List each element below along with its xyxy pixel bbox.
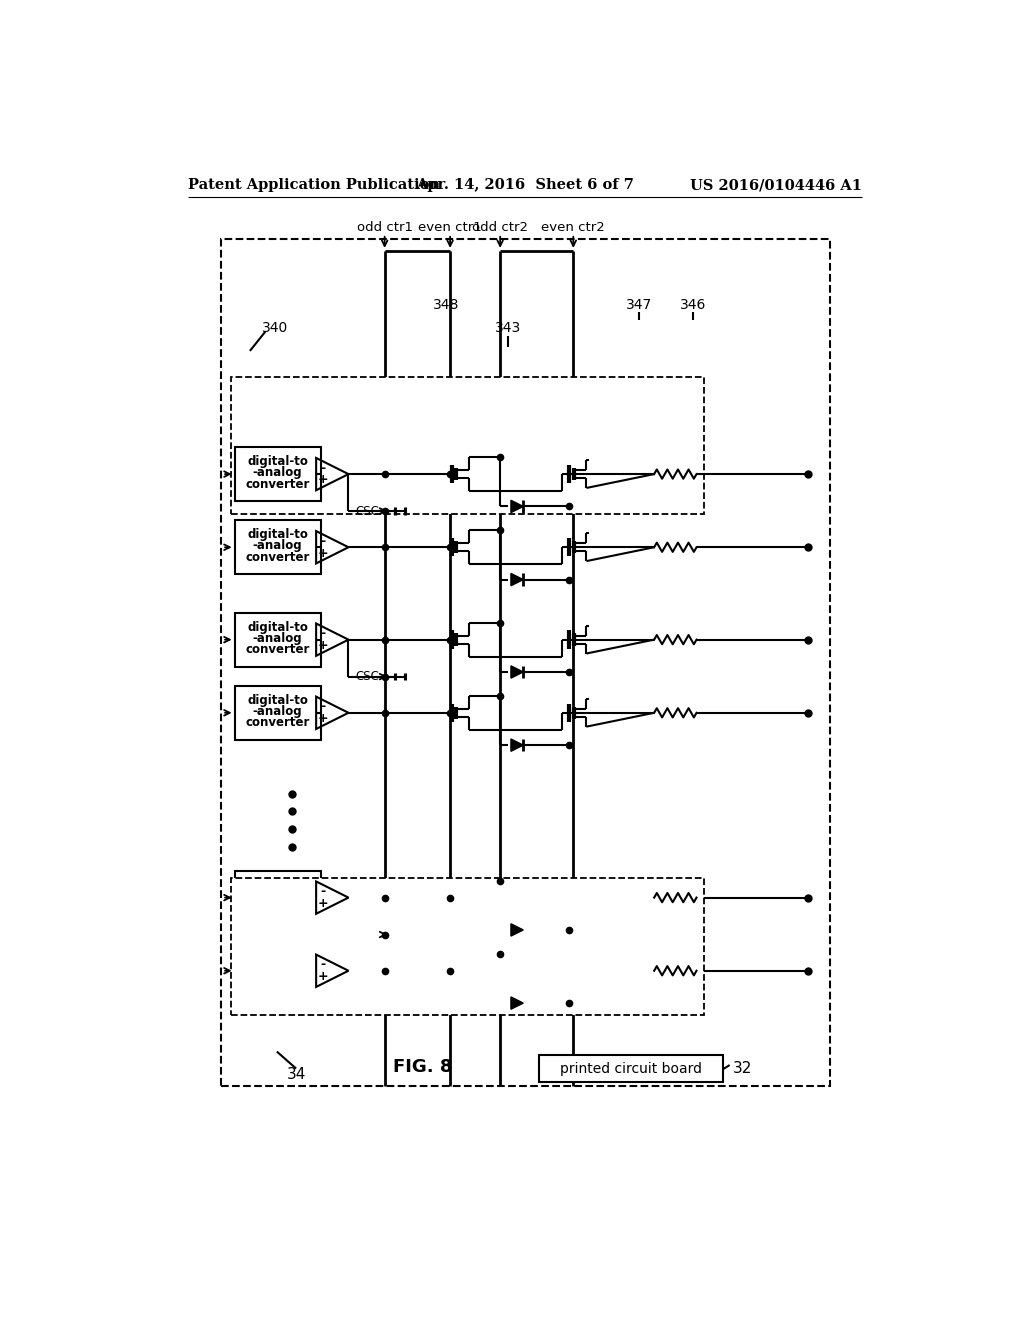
Text: converter: converter	[246, 717, 310, 730]
Text: 340: 340	[261, 321, 288, 335]
Text: digital-to: digital-to	[247, 694, 308, 708]
Text: -analog: -analog	[253, 705, 302, 718]
Text: converter: converter	[246, 478, 310, 491]
Text: -analog: -analog	[253, 631, 302, 644]
Text: CSC: CSC	[355, 671, 379, 684]
Bar	[234, 447, 321, 502]
Text: 32: 32	[733, 1061, 752, 1076]
Bar	[234, 520, 321, 574]
Text: -: -	[321, 701, 326, 714]
Text: +: +	[317, 896, 329, 909]
Text: +: +	[317, 546, 329, 560]
Polygon shape	[511, 924, 523, 936]
Text: digital-to: digital-to	[247, 879, 308, 892]
Text: 346: 346	[680, 298, 706, 312]
Text: +: +	[317, 474, 329, 487]
Bar	[234, 944, 321, 998]
Text: -analog: -analog	[253, 539, 302, 552]
Text: -: -	[321, 462, 326, 475]
Text: even ctr2: even ctr2	[542, 220, 605, 234]
Bar	[234, 612, 321, 667]
Text: +: +	[317, 711, 329, 725]
Polygon shape	[511, 739, 523, 751]
Bar	[230, 378, 705, 515]
Text: -: -	[321, 958, 326, 972]
Polygon shape	[511, 573, 523, 586]
Text: -analog: -analog	[253, 962, 302, 975]
Text: digital-to: digital-to	[247, 455, 308, 469]
Text: -: -	[321, 886, 326, 899]
Text: converter: converter	[246, 643, 310, 656]
Text: converter: converter	[246, 974, 310, 987]
Polygon shape	[511, 997, 523, 1010]
Text: CSC: CSC	[355, 928, 379, 941]
Text: US 2016/0104446 A1: US 2016/0104446 A1	[690, 178, 862, 193]
Text: 348: 348	[433, 298, 460, 312]
Text: CSC: CSC	[355, 504, 379, 517]
Bar	[539, 1056, 724, 1082]
Bar	[234, 871, 321, 924]
Text: Patent Application Publication: Patent Application Publication	[188, 178, 440, 193]
Text: 34: 34	[287, 1067, 306, 1082]
Text: -: -	[321, 535, 326, 548]
Text: odd ctr1: odd ctr1	[356, 220, 413, 234]
Text: 343: 343	[495, 321, 521, 335]
Text: converter: converter	[246, 550, 310, 564]
Text: digital-to: digital-to	[247, 620, 308, 634]
Text: printed circuit board: printed circuit board	[560, 1061, 702, 1076]
Text: digital-to: digital-to	[247, 528, 308, 541]
Text: FIG. 8: FIG. 8	[393, 1059, 453, 1076]
Bar	[221, 239, 829, 1086]
Polygon shape	[511, 500, 523, 512]
Text: -analog: -analog	[253, 890, 302, 903]
Polygon shape	[511, 665, 523, 678]
Text: -: -	[321, 627, 326, 640]
Text: +: +	[317, 970, 329, 983]
Text: even ctr1: even ctr1	[418, 220, 482, 234]
Text: converter: converter	[246, 902, 310, 915]
Text: digital-to: digital-to	[247, 952, 308, 965]
Bar	[230, 878, 705, 1015]
Bar	[234, 686, 321, 739]
Text: -analog: -analog	[253, 466, 302, 479]
Text: Apr. 14, 2016  Sheet 6 of 7: Apr. 14, 2016 Sheet 6 of 7	[416, 178, 634, 193]
Text: 347: 347	[626, 298, 652, 312]
Text: +: +	[317, 639, 329, 652]
Text: odd ctr2: odd ctr2	[472, 220, 528, 234]
